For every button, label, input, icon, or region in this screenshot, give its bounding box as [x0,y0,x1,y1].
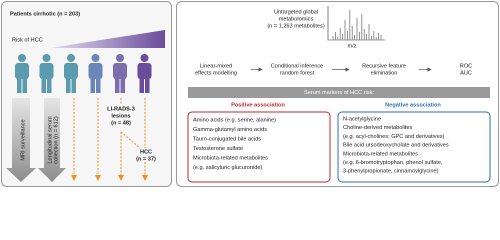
serum-line: Longitudinal serum [47,116,53,164]
person-head [67,54,75,62]
markers-bar [188,87,490,98]
dashed-lines [71,98,148,181]
negative-title: Negative association [385,102,441,108]
negative-item: 3-phenylpropionate, cinnamoylglycine) [343,169,439,175]
person-head [42,54,51,62]
positive-items: Amino acids (e.g. serine, alanine) Gamma-… [193,117,276,171]
person-body [15,63,29,79]
serum-line: collection (n = 612) [53,116,59,164]
negative-box [337,111,491,183]
metabolomics-line: (n = 1,263 metabolites) [267,23,325,29]
step-line: Conditional inference [271,63,324,69]
negative-items: N-acetylglycine Choline-derived metabolit… [343,116,449,174]
positive-item: Gamma-glutamyl amino acids [193,127,267,133]
person-leg [139,78,144,93]
negative-item: (e.g. acyl-cholines; GPC and derivatives… [343,134,444,140]
risk-wedge [50,30,165,48]
metabolomics-line: metabolomics [279,16,314,22]
left-title: Patients cirrhotic (n = 203) [10,11,80,17]
people [15,54,152,93]
markers-label: Serum markers of HCC risk: [304,90,374,96]
serum-label: Longitudinal serum collection (n = 612) [47,116,59,164]
person-head [116,54,124,62]
negative-item: Bile acid ursodeoxycholate and derivativ… [343,143,449,149]
step-line: Recursive feature [362,63,406,69]
hcc-line: (n = 37) [136,156,156,162]
person-leg [90,78,95,93]
lirads-line: (n = 48) [111,120,131,126]
person-body [64,63,78,79]
person-leg [17,78,22,93]
step-line: Linear-mixed [200,63,232,69]
person-leg [22,78,27,93]
person-body [39,63,54,79]
person-body [137,63,152,79]
person-leg [41,78,46,93]
positive-item: Amino acids (e.g. serine, alanine) [193,117,276,123]
step-line: elimination [371,70,398,76]
diagram: Patients cirrhotic (n = 203) Risk of HCC… [1,1,499,187]
negative-item: (e.g. 6-bromotryptophan, phenol sulfate, [343,160,443,166]
mri-arrow [6,98,36,182]
person-leg [115,78,120,93]
positive-title: Positive association [231,102,285,108]
mz-label: m/z [347,43,356,49]
person-head [18,54,26,62]
person-leg [96,78,101,93]
positive-item: (e.g. salicyluric glucuronide) [193,165,262,171]
risk-label: Risk of HCC [12,37,43,43]
person-body [88,63,103,79]
negative-item: Choline-derived metabolites [343,125,413,131]
mri-label: MRI surveillance [20,119,26,160]
person-body [113,63,127,79]
person-head [140,54,149,62]
person-leg [66,78,71,93]
negative-item: N-acetylglycine [343,116,381,122]
person-leg [71,78,76,93]
person-leg [145,78,150,93]
lirads-line: lesions [111,113,130,119]
step-line: random forest [280,70,315,76]
positive-item: Microbiota-related metabolites [193,155,268,161]
positive-item: Testosterone sulfate [193,146,243,152]
step-line: AUC [460,70,472,76]
step-line: ROC [460,63,472,69]
step-line: effects modelling [195,70,237,76]
person-leg [120,78,125,93]
negative-item: Microbiota-related metabolites [343,151,418,157]
spectrum [327,6,385,41]
hcc-line: HCC [140,149,152,155]
lirads-line: LI-RADS-3 [107,106,135,112]
serum-arrow [38,98,66,182]
hcc-label: HCC(n = 37) [136,149,156,162]
metabolomics-line: Untargeted global [274,9,318,15]
spectrum-axis [327,6,385,41]
positive-box [187,111,331,183]
person-head [91,54,100,62]
positive-item: Tauro-conjugated bile acids [193,136,261,142]
person-leg [47,78,52,93]
